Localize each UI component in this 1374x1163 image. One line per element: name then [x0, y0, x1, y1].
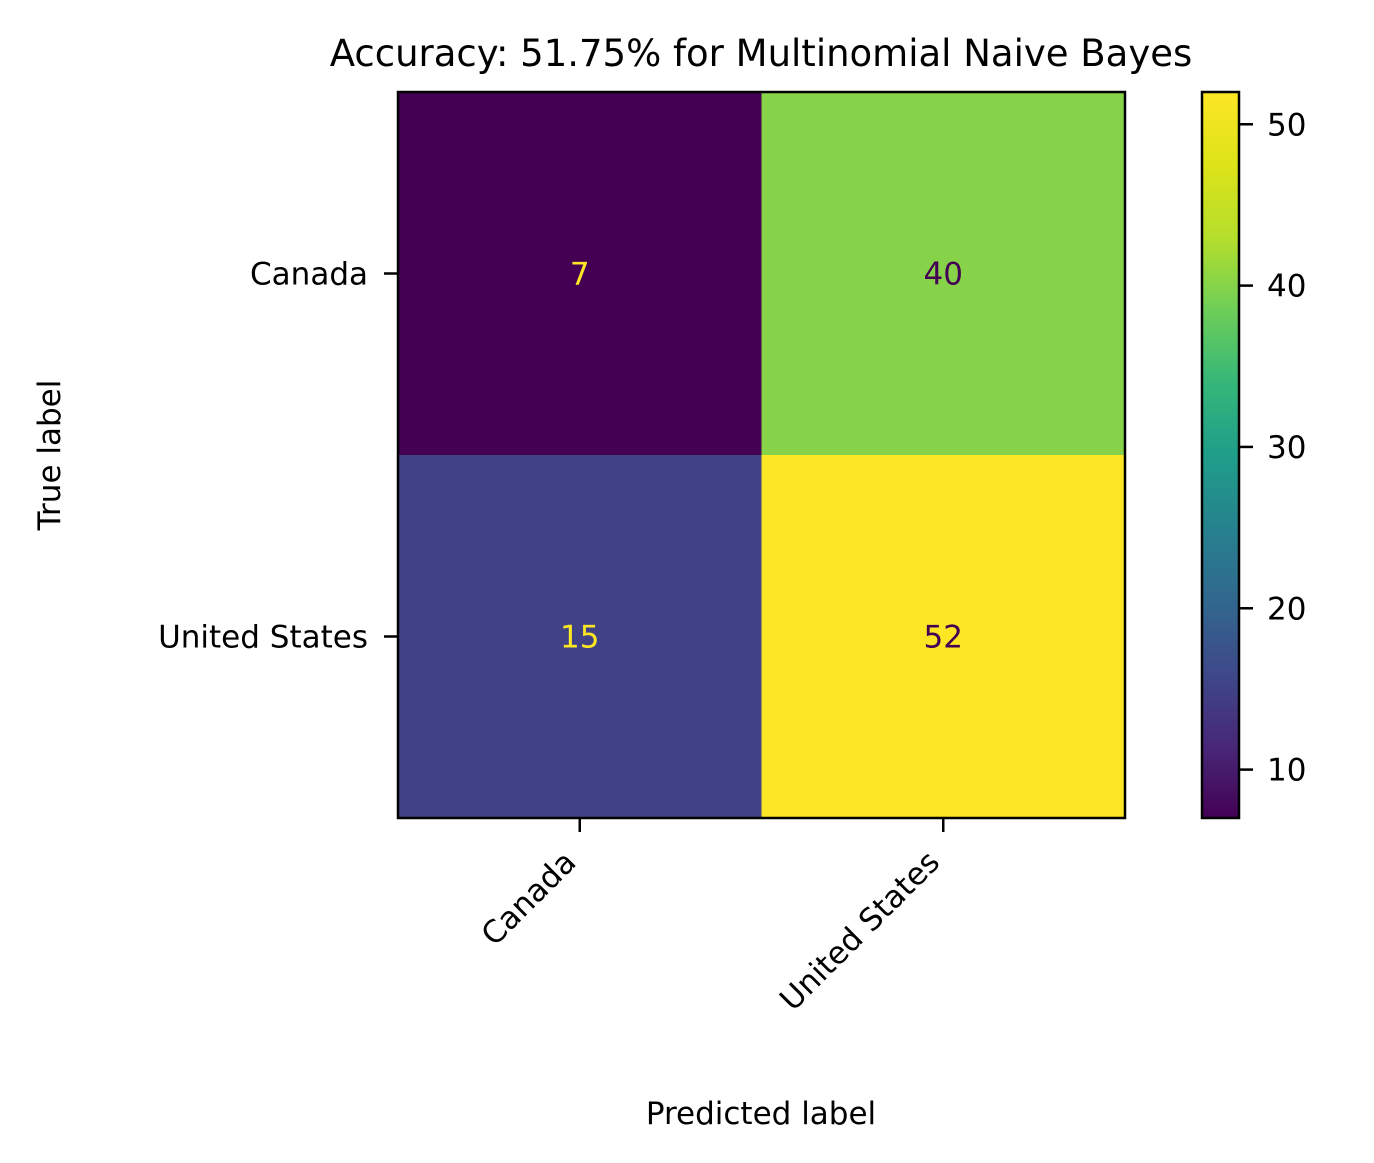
colorbar-tick-label: 40	[1267, 269, 1306, 305]
y-axis-ticks: Canada United States	[158, 257, 398, 656]
cell-value-label: 40	[924, 257, 963, 293]
heatmap-cell	[761, 92, 1126, 456]
heatmap-cell	[761, 455, 1126, 819]
heatmap-cell	[398, 92, 762, 456]
y-axis-label: True label	[32, 380, 68, 532]
colorbar-tick-label: 50	[1267, 107, 1306, 143]
chart-title: Accuracy: 51.75% for Multinomial Naive B…	[330, 32, 1193, 75]
cell-value-label: 52	[924, 620, 963, 656]
heatmap-cell	[398, 455, 762, 819]
colorbar	[1200, 90, 1241, 820]
x-axis-label: Predicted label	[646, 1096, 876, 1132]
y-tick-label: United States	[158, 620, 368, 656]
y-tick-label: Canada	[250, 257, 368, 293]
plot-frame	[396, 90, 1127, 820]
cell-value-label: 15	[560, 620, 599, 656]
colorbar-tick-label: 10	[1267, 753, 1306, 789]
colorbar-ticks: 10 20 30 40 50	[1239, 107, 1306, 789]
heatmap-cell-labels: 7 40 15 52	[560, 257, 963, 656]
cell-value-label: 7	[570, 257, 590, 293]
colorbar-tick-label: 20	[1267, 591, 1306, 627]
heatmap-cells	[398, 92, 1126, 819]
colorbar-tick-label: 30	[1267, 430, 1306, 466]
